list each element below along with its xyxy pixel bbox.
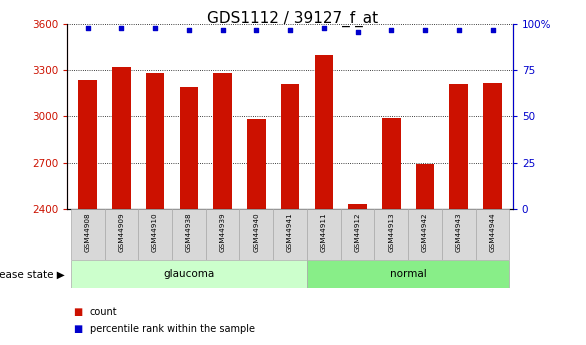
Text: GSM44944: GSM44944: [489, 213, 496, 253]
Text: GSM44909: GSM44909: [118, 213, 124, 253]
Text: GSM44912: GSM44912: [355, 213, 360, 253]
Point: [488, 27, 497, 32]
Text: GSM44908: GSM44908: [84, 213, 91, 253]
Bar: [307, 209, 340, 260]
Bar: [408, 209, 442, 260]
Point: [83, 25, 93, 31]
Point: [151, 25, 160, 31]
Text: GSM44941: GSM44941: [287, 213, 293, 253]
Bar: [476, 209, 509, 260]
Text: disease state ▶: disease state ▶: [0, 269, 64, 279]
Text: GSM44911: GSM44911: [321, 213, 327, 253]
Bar: [206, 209, 240, 260]
Text: percentile rank within the sample: percentile rank within the sample: [90, 325, 255, 334]
Text: glaucoma: glaucoma: [163, 269, 214, 279]
Point: [319, 25, 329, 31]
Bar: [340, 209, 374, 260]
Text: ■: ■: [73, 325, 83, 334]
Text: GSM44910: GSM44910: [152, 213, 158, 253]
Bar: [374, 209, 408, 260]
Bar: [172, 209, 206, 260]
Bar: [79, 79, 97, 209]
Bar: [104, 209, 138, 260]
Bar: [382, 118, 401, 209]
Text: GDS1112 / 39127_f_at: GDS1112 / 39127_f_at: [207, 10, 379, 27]
Bar: [213, 72, 232, 209]
Bar: [307, 260, 509, 288]
Bar: [112, 67, 131, 209]
Text: GSM44940: GSM44940: [253, 213, 260, 253]
Bar: [348, 204, 367, 209]
Text: count: count: [90, 307, 117, 317]
Point: [285, 27, 295, 32]
Bar: [315, 55, 333, 209]
Bar: [442, 209, 476, 260]
Bar: [247, 119, 265, 209]
Point: [117, 25, 126, 31]
Text: normal: normal: [390, 269, 427, 279]
Point: [353, 29, 362, 34]
Point: [387, 27, 396, 32]
Text: GSM44943: GSM44943: [456, 213, 462, 253]
Bar: [281, 84, 299, 209]
Text: GSM44913: GSM44913: [389, 213, 394, 253]
Bar: [138, 209, 172, 260]
Point: [218, 27, 227, 32]
Bar: [179, 87, 198, 209]
Point: [251, 27, 261, 32]
Bar: [240, 209, 273, 260]
Text: GSM44939: GSM44939: [220, 213, 226, 253]
Bar: [146, 73, 165, 209]
Text: GSM44942: GSM44942: [422, 213, 428, 253]
Bar: [449, 84, 468, 209]
Bar: [415, 164, 434, 209]
Bar: [71, 209, 104, 260]
Text: ■: ■: [73, 307, 83, 317]
Point: [184, 27, 193, 32]
Point: [454, 27, 464, 32]
Bar: [483, 82, 502, 209]
Text: GSM44938: GSM44938: [186, 213, 192, 253]
Bar: [273, 209, 307, 260]
Point: [420, 27, 430, 32]
Bar: [71, 260, 307, 288]
